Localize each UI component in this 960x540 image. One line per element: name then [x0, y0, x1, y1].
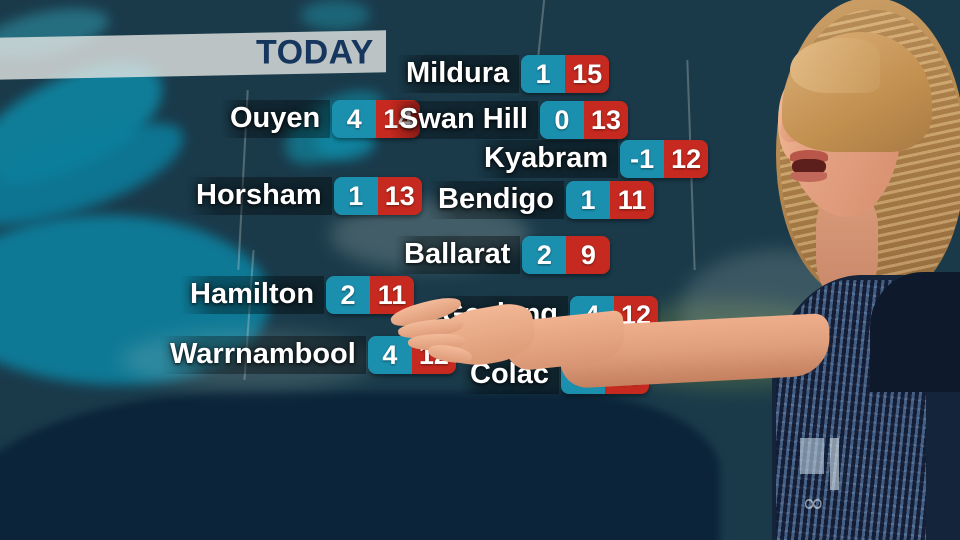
map-water-region: [0, 215, 270, 385]
temperature-badge: 1 13: [333, 177, 422, 215]
min-temperature: -1: [620, 140, 665, 178]
max-temperature: 13: [583, 101, 628, 139]
abc1-channel-logo: ∞: [800, 438, 866, 518]
min-temperature: 1: [521, 55, 566, 93]
temperature-badge: 2 11: [326, 276, 415, 314]
city-label: Horsham: [186, 177, 332, 215]
city-label: Kyabram: [474, 140, 619, 178]
presenter-hair-fringe: [790, 38, 880, 93]
forecast-row: Mildura 1 15: [396, 55, 610, 93]
today-banner: TODAY: [0, 30, 386, 80]
max-temperature: 11: [370, 276, 415, 314]
forecast-row: Kyabram -1 12: [474, 140, 709, 178]
min-temperature: 4: [367, 336, 412, 374]
city-label: Warrnambool: [160, 336, 366, 374]
temperature-badge: 1 15: [521, 55, 610, 93]
abc-swirl-icon: ∞: [802, 488, 824, 519]
forecast-row: Ouyen414: [220, 100, 421, 138]
max-temperature: 15: [565, 55, 610, 93]
max-temperature: 9: [566, 236, 611, 274]
max-temperature: 14: [376, 100, 421, 138]
temperature-badge: 1 11: [566, 181, 654, 219]
city-label: Bendigo: [428, 181, 564, 219]
city-label: Mildura: [396, 55, 520, 93]
temperature-badge: 0 13: [539, 101, 628, 139]
min-temperature: 1: [333, 177, 378, 215]
min-temperature: 1: [566, 181, 610, 219]
city-label: Ballarat: [394, 236, 521, 274]
logo-numeral-one: [830, 438, 839, 490]
temperature-badge: -1 12: [620, 140, 709, 178]
city-label: Hamilton: [180, 276, 325, 314]
min-temperature: 4: [332, 100, 377, 138]
weather-presenter: [388, 0, 960, 540]
forecast-row: Horsham 1 13: [186, 177, 422, 215]
presenter-shoulder: [870, 272, 960, 392]
forecast-row: Bendigo 1 11: [428, 181, 654, 219]
map-southern-ocean: [0, 392, 720, 540]
map-cloud-overlay: [120, 330, 380, 390]
max-temperature: 11: [610, 181, 654, 219]
today-banner-label: TODAY: [256, 33, 374, 72]
max-temperature: 12: [664, 140, 709, 178]
logo-block: [800, 438, 824, 474]
min-temperature: 2: [326, 276, 371, 314]
min-temperature: 2: [522, 236, 567, 274]
city-label: Ouyen: [220, 100, 331, 138]
temperature-badge: 414: [332, 100, 421, 138]
min-temperature: 0: [539, 101, 584, 139]
presenter-lower-lip: [791, 172, 827, 182]
forecast-row: Swan Hill 0 13: [389, 101, 628, 139]
city-label: Swan Hill: [389, 101, 538, 139]
forecast-row: Ballarat 2 9: [394, 236, 611, 274]
map-water-region: [300, 0, 370, 30]
max-temperature: 13: [377, 177, 422, 215]
presenter-mouth: [792, 159, 826, 176]
forecast-row: Hamilton 2 11: [180, 276, 415, 314]
